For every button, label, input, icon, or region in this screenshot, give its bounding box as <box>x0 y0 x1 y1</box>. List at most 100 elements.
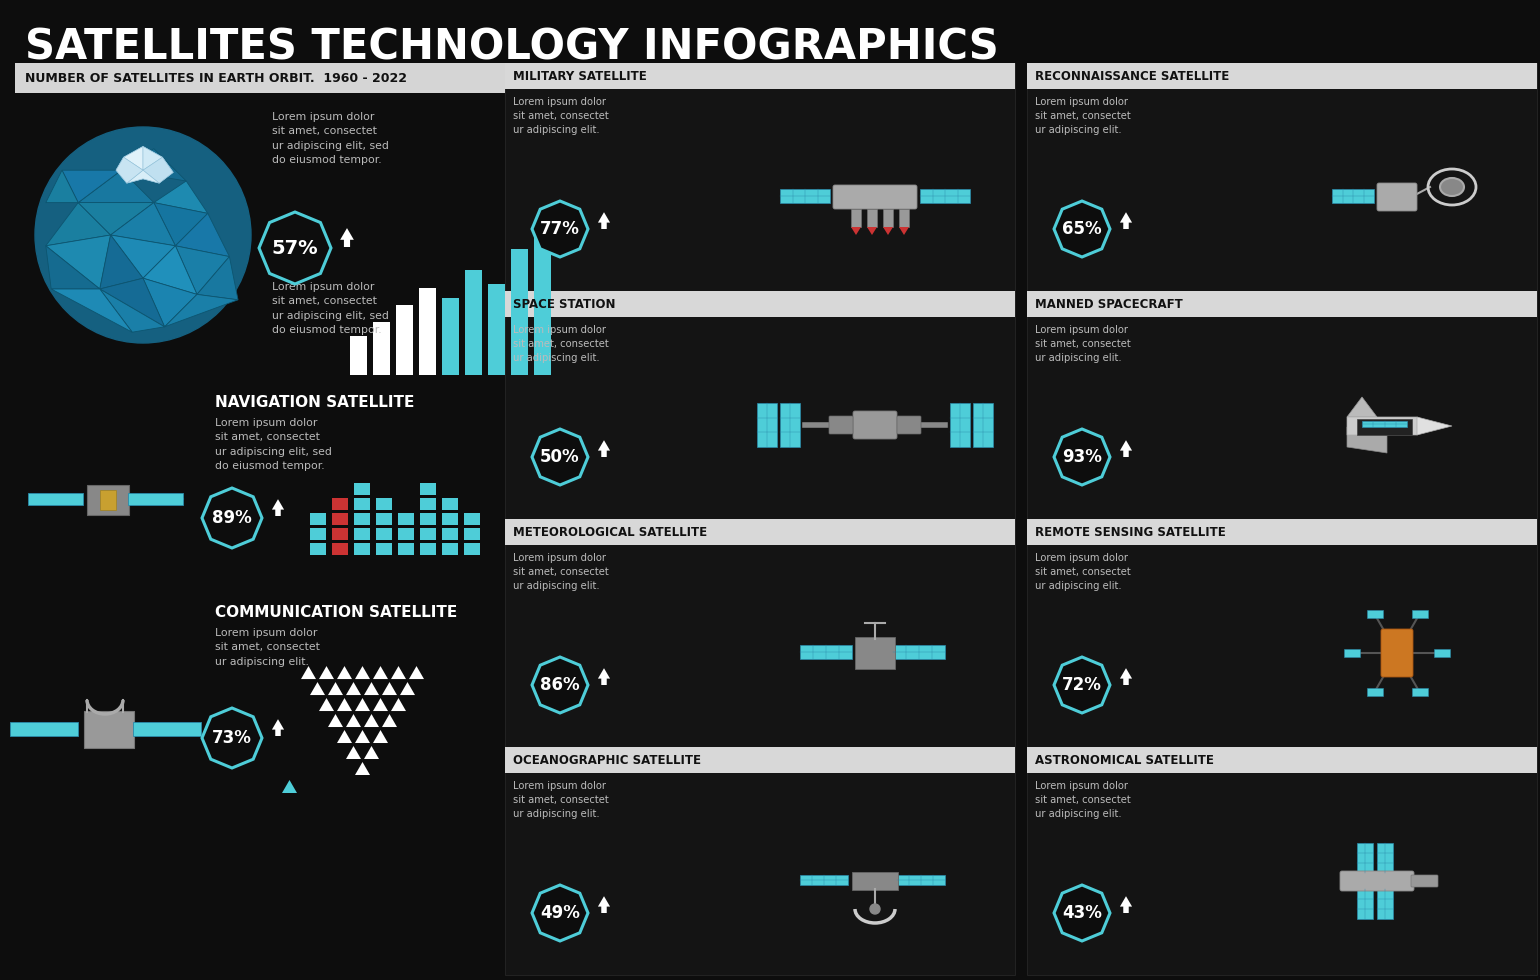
Polygon shape <box>62 171 122 203</box>
FancyBboxPatch shape <box>896 416 921 434</box>
Polygon shape <box>598 213 610 229</box>
Text: Lorem ipsum dolor
sit amet, consectet
ur adipiscing elit.: Lorem ipsum dolor sit amet, consectet ur… <box>1035 97 1130 135</box>
Polygon shape <box>1120 896 1132 913</box>
FancyBboxPatch shape <box>442 298 459 375</box>
Polygon shape <box>410 666 424 679</box>
Polygon shape <box>882 227 893 235</box>
Polygon shape <box>154 203 208 246</box>
FancyBboxPatch shape <box>505 63 1015 291</box>
Polygon shape <box>111 203 176 246</box>
FancyBboxPatch shape <box>354 483 370 495</box>
FancyBboxPatch shape <box>310 528 326 540</box>
FancyBboxPatch shape <box>799 875 849 885</box>
FancyBboxPatch shape <box>420 528 436 540</box>
FancyBboxPatch shape <box>86 485 129 515</box>
Polygon shape <box>852 227 861 235</box>
FancyBboxPatch shape <box>442 513 457 525</box>
FancyBboxPatch shape <box>1340 871 1414 891</box>
Polygon shape <box>382 682 397 695</box>
Polygon shape <box>1053 885 1110 941</box>
FancyBboxPatch shape <box>505 63 1015 89</box>
Text: 73%: 73% <box>213 729 253 747</box>
Polygon shape <box>126 171 159 183</box>
FancyBboxPatch shape <box>420 513 436 525</box>
FancyBboxPatch shape <box>100 490 116 510</box>
FancyBboxPatch shape <box>973 403 993 447</box>
Polygon shape <box>356 730 370 743</box>
Text: 43%: 43% <box>1063 904 1103 922</box>
Polygon shape <box>531 657 588 713</box>
Polygon shape <box>176 214 229 257</box>
Polygon shape <box>1053 429 1110 485</box>
Polygon shape <box>259 212 331 284</box>
Polygon shape <box>176 246 229 294</box>
Text: Lorem ipsum dolor
sit amet, consectet
ur adipiscing elit.: Lorem ipsum dolor sit amet, consectet ur… <box>1035 325 1130 363</box>
Polygon shape <box>340 228 354 247</box>
Text: SATELLITES TECHNOLOGY INFOGRAPHICS: SATELLITES TECHNOLOGY INFOGRAPHICS <box>25 26 999 68</box>
Polygon shape <box>79 203 154 235</box>
Circle shape <box>35 127 251 343</box>
FancyBboxPatch shape <box>333 498 348 510</box>
FancyBboxPatch shape <box>829 416 853 434</box>
FancyBboxPatch shape <box>896 875 946 885</box>
FancyBboxPatch shape <box>442 528 457 540</box>
Text: 72%: 72% <box>1063 676 1103 694</box>
FancyBboxPatch shape <box>1412 610 1428 618</box>
FancyBboxPatch shape <box>1434 649 1451 657</box>
Polygon shape <box>328 714 343 727</box>
Polygon shape <box>363 746 379 759</box>
Polygon shape <box>116 157 143 183</box>
Polygon shape <box>356 762 370 775</box>
FancyBboxPatch shape <box>354 528 370 540</box>
Polygon shape <box>373 666 388 679</box>
FancyBboxPatch shape <box>1027 747 1537 773</box>
FancyBboxPatch shape <box>1027 747 1537 975</box>
Polygon shape <box>598 440 610 457</box>
Text: Lorem ipsum dolor
sit amet, consectet
ur adipiscing elit.: Lorem ipsum dolor sit amet, consectet ur… <box>1035 553 1130 591</box>
FancyBboxPatch shape <box>505 291 1015 317</box>
Polygon shape <box>100 278 165 326</box>
Text: Lorem ipsum dolor
sit amet, consectet
ur adipiscing elit, sed
do eiusmod tempor.: Lorem ipsum dolor sit amet, consectet ur… <box>273 282 390 335</box>
FancyBboxPatch shape <box>397 513 414 525</box>
Polygon shape <box>116 146 172 183</box>
Text: REMOTE SENSING SATELLITE: REMOTE SENSING SATELLITE <box>1035 525 1226 538</box>
Text: SPACE STATION: SPACE STATION <box>513 298 616 311</box>
FancyBboxPatch shape <box>779 403 799 447</box>
FancyBboxPatch shape <box>1366 688 1383 696</box>
Text: 65%: 65% <box>1063 220 1101 238</box>
FancyBboxPatch shape <box>376 543 393 555</box>
FancyBboxPatch shape <box>1357 843 1374 873</box>
FancyBboxPatch shape <box>950 403 970 447</box>
Polygon shape <box>46 246 100 289</box>
FancyBboxPatch shape <box>1332 189 1374 203</box>
Polygon shape <box>46 203 111 246</box>
Polygon shape <box>346 714 360 727</box>
Text: MANNED SPACECRAFT: MANNED SPACECRAFT <box>1035 298 1183 311</box>
FancyBboxPatch shape <box>419 288 436 375</box>
Text: 50%: 50% <box>541 448 581 466</box>
Polygon shape <box>273 719 283 736</box>
FancyBboxPatch shape <box>442 498 457 510</box>
FancyBboxPatch shape <box>855 637 895 669</box>
FancyBboxPatch shape <box>779 189 830 203</box>
FancyBboxPatch shape <box>1412 688 1428 696</box>
FancyBboxPatch shape <box>505 291 1015 519</box>
Polygon shape <box>202 708 262 768</box>
Polygon shape <box>363 714 379 727</box>
Text: RECONNAISSANCE SATELLITE: RECONNAISSANCE SATELLITE <box>1035 70 1229 82</box>
FancyBboxPatch shape <box>464 543 480 555</box>
Polygon shape <box>46 171 79 203</box>
Polygon shape <box>1417 417 1452 435</box>
FancyBboxPatch shape <box>1377 843 1394 873</box>
FancyBboxPatch shape <box>376 513 393 525</box>
Polygon shape <box>391 666 407 679</box>
FancyBboxPatch shape <box>1357 889 1374 919</box>
FancyBboxPatch shape <box>852 872 898 890</box>
FancyBboxPatch shape <box>505 747 1015 975</box>
Polygon shape <box>143 278 197 326</box>
Text: 77%: 77% <box>541 220 581 238</box>
Polygon shape <box>143 146 162 171</box>
Polygon shape <box>1348 427 1388 453</box>
FancyBboxPatch shape <box>376 528 393 540</box>
FancyBboxPatch shape <box>333 543 348 555</box>
